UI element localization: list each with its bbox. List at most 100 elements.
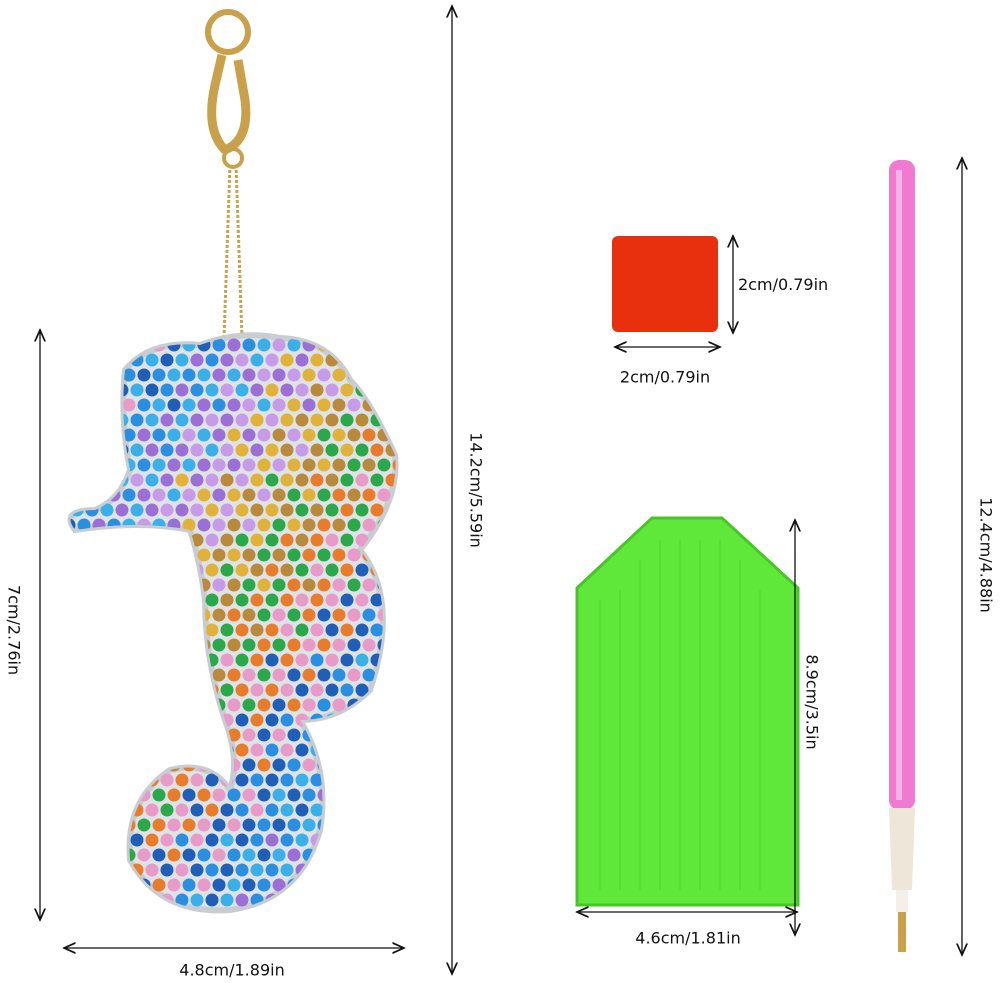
gem-dot <box>302 698 316 712</box>
gem-dot <box>242 668 256 682</box>
gem-dot <box>310 593 324 607</box>
gem-dot <box>77 548 91 562</box>
gem-dot <box>250 473 264 487</box>
gem-dot <box>92 488 106 502</box>
gem-dot <box>56 504 69 517</box>
gem-dot <box>197 788 211 802</box>
gem-dot <box>220 803 234 817</box>
gem-dot <box>347 458 361 472</box>
gem-dot <box>167 848 181 862</box>
gem-dot <box>77 698 91 712</box>
gem-dot <box>340 893 354 907</box>
gem-dot <box>145 473 159 487</box>
gem-dot <box>235 743 249 757</box>
gem-dot <box>280 443 294 457</box>
gem-dot <box>235 443 249 457</box>
gem-dot <box>115 563 129 577</box>
gem-dot <box>257 818 271 832</box>
gem-dot <box>182 638 196 652</box>
gem-dot <box>212 458 226 472</box>
gem-dot <box>107 338 121 352</box>
gem-dot <box>167 788 181 802</box>
gem-dot <box>197 728 211 742</box>
gem-dot <box>175 893 189 907</box>
gem-dot <box>70 803 84 817</box>
gem-dot <box>182 698 196 712</box>
gem-dot <box>92 398 106 412</box>
gem-dot <box>92 608 106 622</box>
gem-dot <box>392 428 396 442</box>
gem-dot <box>250 533 264 547</box>
gem-dot <box>137 398 151 412</box>
gem-dot <box>197 518 211 532</box>
gem-dot <box>190 893 204 907</box>
gem-dot <box>160 593 174 607</box>
gem-dot <box>152 608 166 622</box>
gem-dot <box>70 398 76 412</box>
gem-dot <box>175 353 189 367</box>
diamond-pen <box>889 160 915 952</box>
gem-dot <box>220 383 234 397</box>
gem-dot <box>235 473 249 487</box>
gem-dot <box>167 548 181 562</box>
gem-dot <box>137 518 151 532</box>
gem-dot <box>377 458 391 472</box>
gem-dot <box>107 428 121 442</box>
gem-dot <box>392 518 396 532</box>
gem-dot <box>385 563 396 577</box>
gem-dot <box>197 878 211 892</box>
gem-dot <box>167 638 181 652</box>
gem-dot <box>385 863 396 877</box>
gem-dot <box>280 503 294 517</box>
gem-dot <box>56 654 69 667</box>
gem-dot <box>77 518 91 532</box>
gem-dot <box>152 728 166 742</box>
gem-dot <box>295 833 309 847</box>
gem-dot <box>265 773 279 787</box>
label-tray-height: 8.9cm/3.5in <box>802 654 822 750</box>
gem-dot <box>56 594 69 607</box>
gem-dot <box>220 863 234 877</box>
gem-dot <box>197 488 211 502</box>
gem-dot <box>340 683 354 697</box>
gem-dot <box>242 818 256 832</box>
gem-dot <box>392 458 396 472</box>
gem-dot <box>310 533 324 547</box>
gem-dot <box>250 653 264 667</box>
gem-dot <box>235 623 249 637</box>
gem-dot <box>287 458 301 472</box>
gem-dot <box>152 398 166 412</box>
gem-dot <box>100 443 114 457</box>
gem-dot <box>317 398 331 412</box>
gem-dot <box>377 788 391 802</box>
gem-dot <box>167 728 181 742</box>
gem-dot <box>250 563 264 577</box>
gem-dot <box>56 864 69 877</box>
gem-dot <box>287 788 301 802</box>
gem-dot <box>340 653 354 667</box>
gem-dot <box>302 488 316 502</box>
gem-dot <box>220 443 234 457</box>
gem-dot <box>257 338 271 352</box>
gem-dot <box>70 488 76 502</box>
gem-dot <box>167 488 181 502</box>
gem-dot <box>355 653 369 667</box>
gem-dot <box>70 428 76 442</box>
gem-dot <box>182 488 196 502</box>
gem-dot <box>115 863 129 877</box>
gem-dot <box>325 683 339 697</box>
gem-dot <box>377 338 391 352</box>
gem-dot <box>92 668 106 682</box>
gem-dot <box>325 863 339 877</box>
gem-dot <box>56 384 69 397</box>
gem-dot <box>190 713 204 727</box>
gem-dot <box>175 833 189 847</box>
gem-dot <box>325 533 339 547</box>
gem-dot <box>85 743 99 757</box>
gem-dot <box>355 893 369 907</box>
gem-dot <box>152 458 166 472</box>
gem-dot <box>152 368 166 382</box>
gem-dot <box>302 668 316 682</box>
gem-dot <box>242 548 256 562</box>
gem-dot <box>272 758 286 772</box>
